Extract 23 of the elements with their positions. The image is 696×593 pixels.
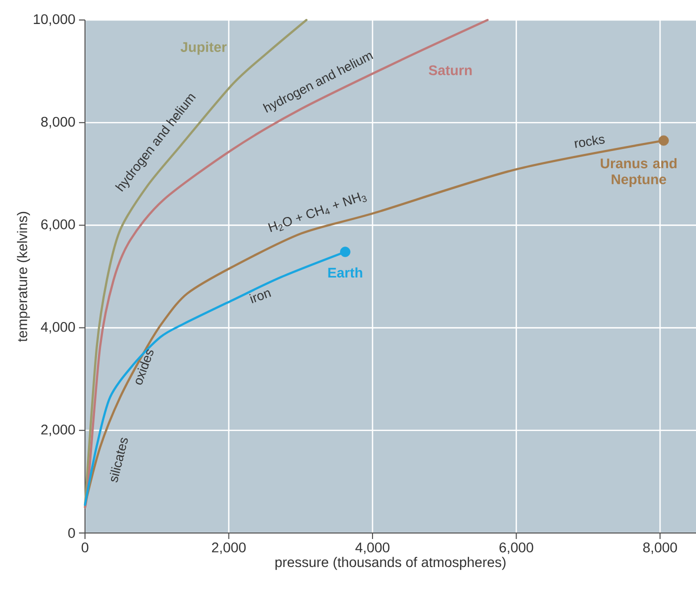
annotation: rocks [574,136,605,148]
x-tick-label: 0 [82,542,88,552]
annotation: iron [249,290,272,304]
series-label: Jupiter [180,42,227,55]
y-tick-label: 10,000 [34,14,75,26]
annotation: silicates [110,438,128,482]
line-series [84,18,489,508]
series-label: Earth [328,267,362,278]
x-tick-label: 6,000 [500,542,534,554]
annotation: oxides [136,350,154,385]
x-tick-label: 8,000 [643,542,677,554]
annotation: H$_{2}$O + CH$_{4}$ + NH$_{3}$ [268,192,367,232]
y-tick-label: 0 [68,528,75,538]
y-axis-title: temperature (kelvins) [16,212,30,342]
series-label: Uranus and Neptune [600,158,677,188]
y-tick-label: 2,000 [41,424,75,436]
x-axis-title: pressure (thousands of atmospheres) [276,556,506,570]
y-tick-label: 6,000 [41,219,75,231]
y-tick-label: 4,000 [40,322,75,334]
y-tick-label: 8,000 [41,116,75,128]
x-tick-label: 2,000 [212,542,246,554]
x-tick-label: 4,000 [355,542,390,554]
series-label: Saturn [428,65,472,76]
